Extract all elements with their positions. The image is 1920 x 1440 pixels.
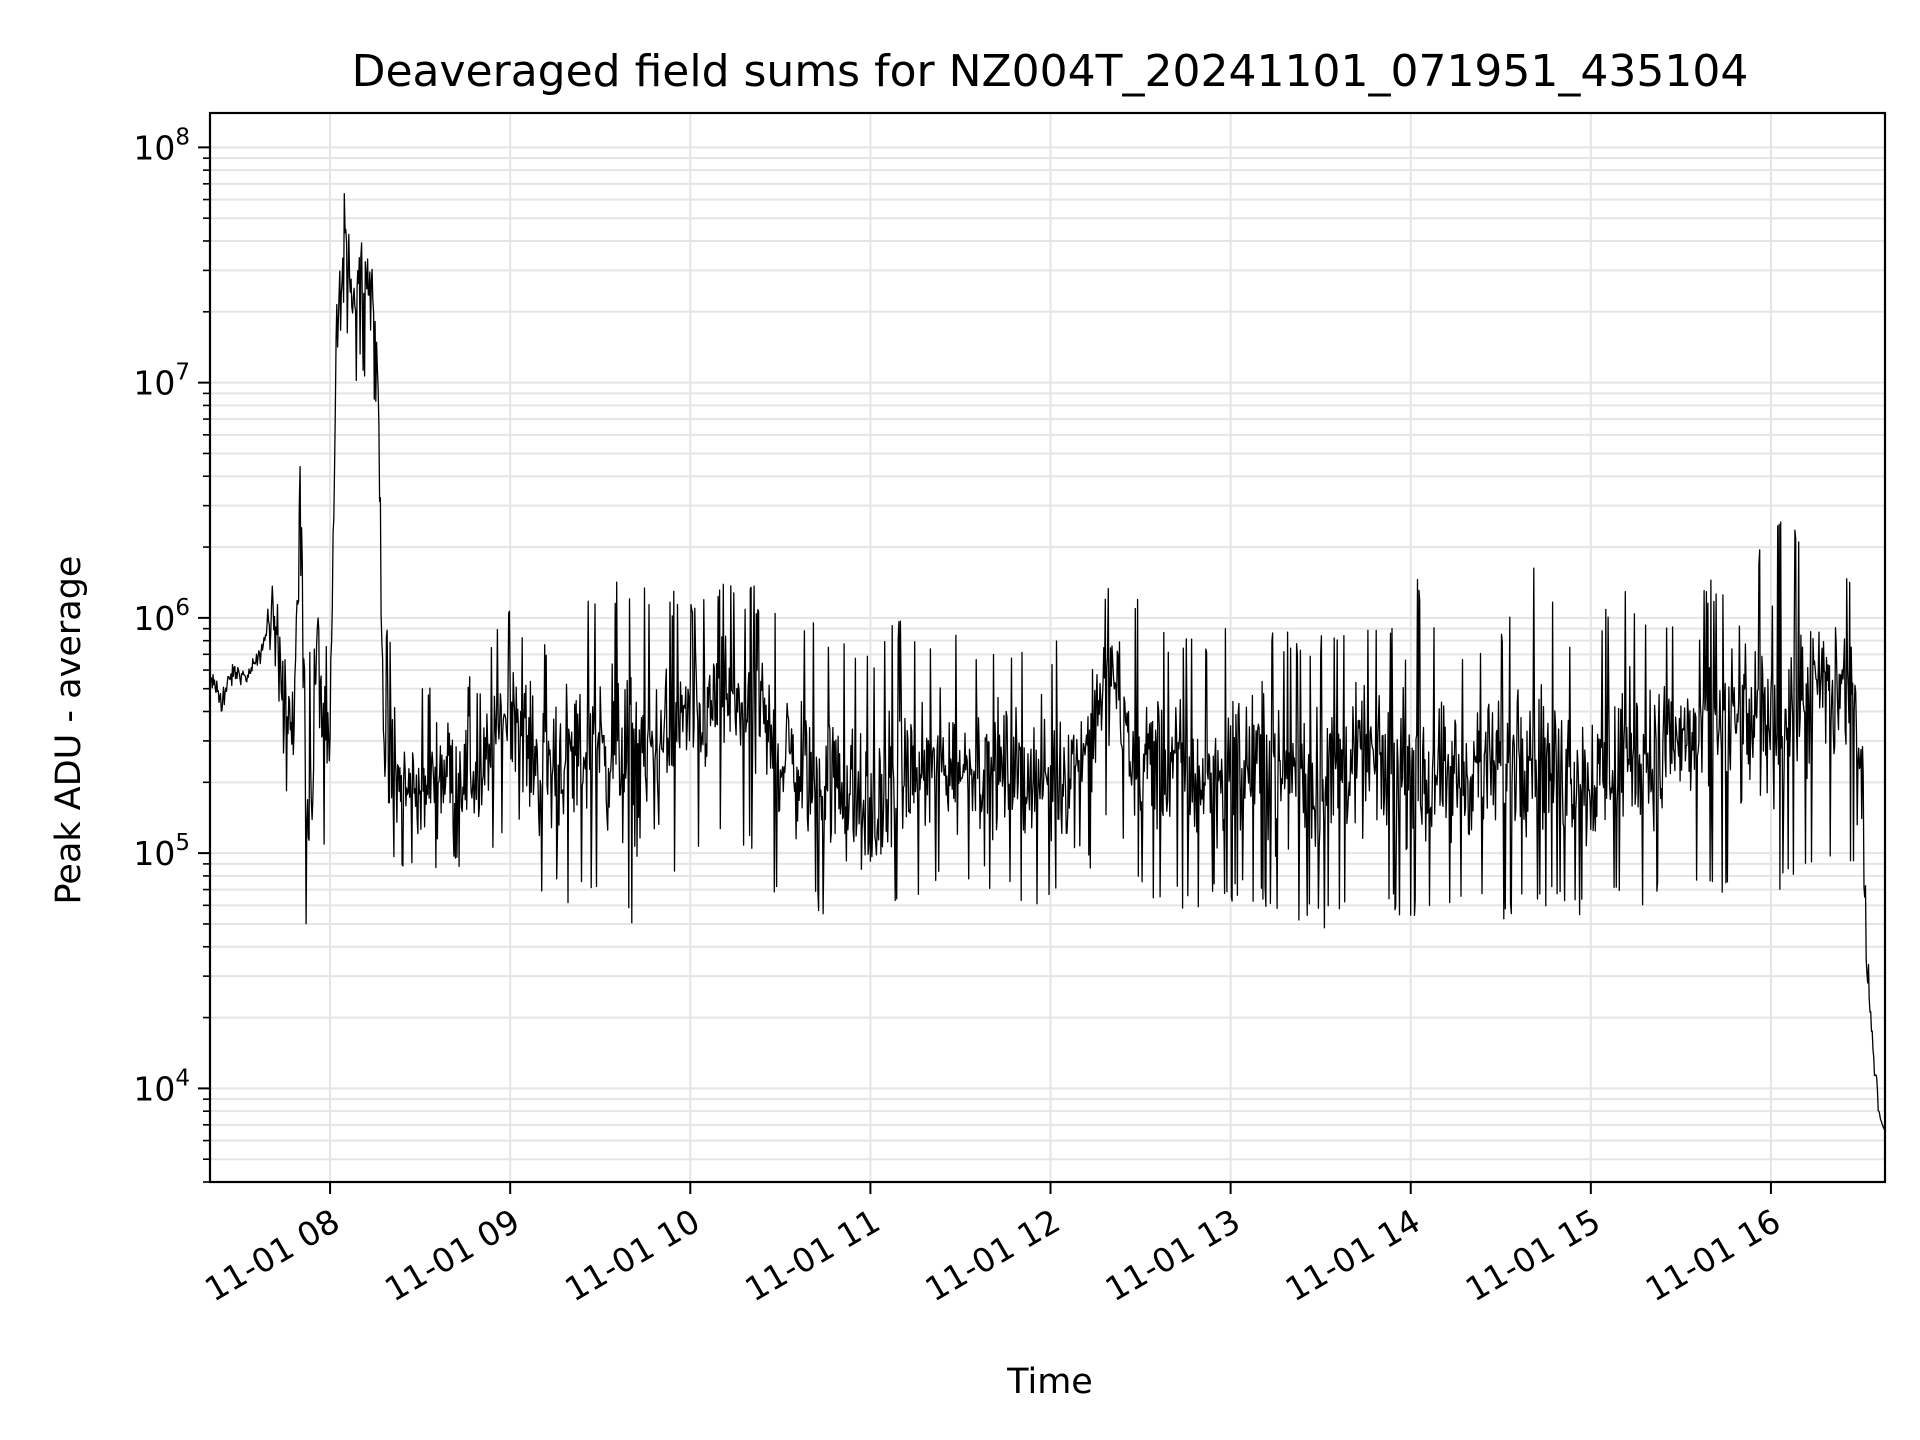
chart-title: Deaveraged field sums for NZ004T_2024110… bbox=[352, 46, 1749, 97]
y-tick-label-base: 10 bbox=[133, 599, 175, 638]
y-tick-label-base: 10 bbox=[133, 128, 175, 167]
y-tick-label-exponent: 7 bbox=[175, 360, 190, 386]
y-tick-label: 108 bbox=[133, 124, 190, 167]
y-tick-label-base: 10 bbox=[133, 834, 175, 873]
y-tick-label: 107 bbox=[133, 360, 190, 403]
plot-area bbox=[209, 193, 1886, 1133]
y-axis-label: Peak ADU - average bbox=[49, 556, 89, 905]
axes-frame bbox=[208, 111, 1887, 1184]
y-tick-label-exponent: 4 bbox=[175, 1065, 190, 1091]
y-tick-label-base: 10 bbox=[133, 364, 175, 403]
y-tick-label: 106 bbox=[133, 595, 190, 638]
y-tick-label-base: 10 bbox=[133, 1069, 175, 1108]
y-tick-label: 105 bbox=[133, 830, 190, 873]
x-axis-label: Time bbox=[1006, 1362, 1093, 1402]
data-series-line bbox=[209, 193, 1886, 1133]
y-tick-label-exponent: 6 bbox=[175, 595, 190, 621]
y-tick-label: 104 bbox=[133, 1065, 190, 1108]
y-tick-label-exponent: 8 bbox=[175, 124, 190, 150]
y-tick-label-exponent: 5 bbox=[175, 830, 190, 856]
